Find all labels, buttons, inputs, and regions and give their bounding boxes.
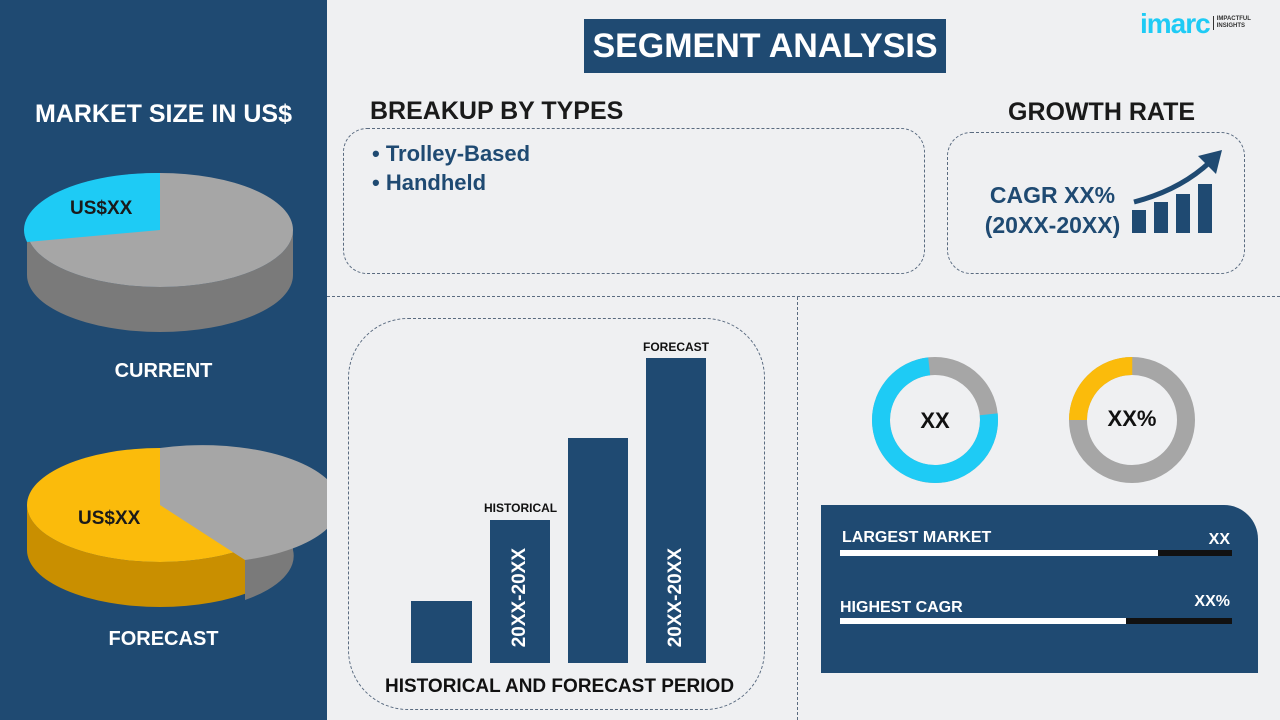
historical-label: HISTORICAL	[484, 501, 558, 515]
stats-panel	[821, 505, 1258, 673]
page-title: SEGMENT ANALYSIS	[584, 19, 946, 73]
market-size-title: MARKET SIZE IN US$	[35, 100, 292, 128]
largest-market-bar	[840, 550, 1232, 556]
growth-chart-icon	[1132, 150, 1222, 233]
bar-2: 20XX-20XX	[490, 520, 550, 663]
highest-cagr-bar	[840, 618, 1232, 624]
bar-3	[568, 438, 628, 663]
forecast-pie-slice	[160, 445, 327, 560]
donut-1-arc	[872, 357, 998, 483]
donut-2-value: XX%	[1107, 406, 1157, 431]
market-size-panel: MARKET SIZE IN US$ US$XX CURRENT US$XX F…	[0, 0, 327, 720]
largest-market-label: LARGEST MARKET	[842, 529, 992, 546]
current-value: US$XX	[70, 198, 133, 219]
forecast-value: US$XX	[78, 508, 141, 529]
period-chart-title: HISTORICAL AND FORECAST PERIOD	[385, 676, 735, 697]
donut-charts	[872, 357, 1195, 483]
highest-cagr-label: HIGHEST CAGR	[840, 599, 963, 616]
forecast-label: FORECAST	[108, 628, 219, 650]
forecast-pie-chart	[27, 445, 327, 607]
largest-market-value: XX	[1208, 531, 1230, 548]
cagr-period: (20XX-20XX)	[984, 212, 1121, 238]
current-pie-chart	[24, 172, 293, 332]
divider-horizontal	[327, 296, 1280, 297]
current-label: CURRENT	[114, 360, 213, 382]
highest-cagr-value: XX%	[1194, 593, 1230, 610]
breakup-item: • Trolley-Based	[372, 141, 531, 166]
growth-box	[947, 132, 1245, 274]
breakup-title: BREAKUP BY TYPES	[370, 97, 624, 125]
breakup-item: • Handheld	[372, 170, 487, 195]
bar-4: 20XX-20XX	[646, 358, 706, 663]
breakup-box: • Trolley-Based • Handheld	[343, 128, 925, 274]
period-chart-box	[348, 318, 765, 710]
forecast-label: FORECAST	[643, 340, 709, 354]
divider-vertical	[797, 297, 798, 720]
current-pie-slice	[24, 172, 161, 242]
forecast-period-label: 20XX-20XX	[665, 548, 686, 648]
growth-title: GROWTH RATE	[1008, 98, 1196, 126]
historical-period-label: 20XX-20XX	[509, 548, 530, 648]
bar-1	[411, 601, 472, 663]
donut-1-value: XX	[920, 408, 950, 433]
imarc-logo: imarc IMPACTFUL INSIGHTS	[1140, 8, 1251, 39]
cagr-value: CAGR XX%	[989, 182, 1116, 208]
donut-2-arc	[1069, 357, 1195, 483]
